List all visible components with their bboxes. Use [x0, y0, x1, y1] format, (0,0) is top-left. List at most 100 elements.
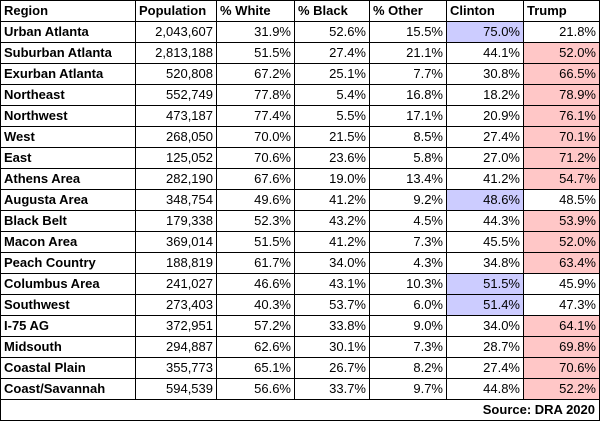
- header-population[interactable]: Population: [135, 0, 217, 22]
- cell-region[interactable]: Macon Area: [0, 231, 136, 253]
- cell-black[interactable]: 25.1%: [294, 63, 370, 85]
- cell-white[interactable]: 52.3%: [216, 210, 295, 232]
- cell-white[interactable]: 49.6%: [216, 189, 295, 211]
- cell-trump[interactable]: 21.8%: [523, 21, 600, 43]
- cell-black[interactable]: 53.7%: [294, 294, 370, 316]
- cell-region[interactable]: Black Belt: [0, 210, 136, 232]
- cell-clinton[interactable]: 44.3%: [446, 210, 524, 232]
- cell-other[interactable]: 4.3%: [369, 252, 447, 274]
- cell-trump[interactable]: 52.0%: [523, 42, 600, 64]
- cell-region[interactable]: I-75 AG: [0, 315, 136, 337]
- header-region[interactable]: Region: [0, 0, 136, 22]
- cell-black[interactable]: 21.5%: [294, 126, 370, 148]
- cell-black[interactable]: 5.4%: [294, 84, 370, 106]
- cell-other[interactable]: 8.5%: [369, 126, 447, 148]
- cell-population[interactable]: 369,014: [135, 231, 217, 253]
- cell-region[interactable]: Urban Atlanta: [0, 21, 136, 43]
- cell-black[interactable]: 33.8%: [294, 315, 370, 337]
- cell-region[interactable]: Coast/Savannah: [0, 378, 136, 400]
- cell-region[interactable]: West: [0, 126, 136, 148]
- cell-black[interactable]: 5.5%: [294, 105, 370, 127]
- cell-white[interactable]: 67.6%: [216, 168, 295, 190]
- cell-trump[interactable]: 47.3%: [523, 294, 600, 316]
- cell-white[interactable]: 46.6%: [216, 273, 295, 295]
- cell-trump[interactable]: 52.2%: [523, 378, 600, 400]
- cell-white[interactable]: 56.6%: [216, 378, 295, 400]
- cell-other[interactable]: 7.7%: [369, 63, 447, 85]
- cell-trump[interactable]: 66.5%: [523, 63, 600, 85]
- cell-white[interactable]: 70.0%: [216, 126, 295, 148]
- cell-population[interactable]: 473,187: [135, 105, 217, 127]
- cell-region[interactable]: Northwest: [0, 105, 136, 127]
- cell-trump[interactable]: 63.4%: [523, 252, 600, 274]
- cell-black[interactable]: 34.0%: [294, 252, 370, 274]
- cell-trump[interactable]: 71.2%: [523, 147, 600, 169]
- cell-other[interactable]: 17.1%: [369, 105, 447, 127]
- cell-black[interactable]: 52.6%: [294, 21, 370, 43]
- cell-black[interactable]: 26.7%: [294, 357, 370, 379]
- cell-population[interactable]: 520,808: [135, 63, 217, 85]
- cell-other[interactable]: 9.7%: [369, 378, 447, 400]
- cell-other[interactable]: 4.5%: [369, 210, 447, 232]
- cell-clinton[interactable]: 34.8%: [446, 252, 524, 274]
- cell-other[interactable]: 7.3%: [369, 231, 447, 253]
- cell-white[interactable]: 67.2%: [216, 63, 295, 85]
- cell-clinton[interactable]: 28.7%: [446, 336, 524, 358]
- cell-white[interactable]: 31.9%: [216, 21, 295, 43]
- cell-trump[interactable]: 78.9%: [523, 84, 600, 106]
- cell-trump[interactable]: 48.5%: [523, 189, 600, 211]
- cell-clinton[interactable]: 27.4%: [446, 126, 524, 148]
- cell-region[interactable]: Exurban Atlanta: [0, 63, 136, 85]
- cell-other[interactable]: 8.2%: [369, 357, 447, 379]
- cell-region[interactable]: Augusta Area: [0, 189, 136, 211]
- cell-black[interactable]: 19.0%: [294, 168, 370, 190]
- cell-white[interactable]: 70.6%: [216, 147, 295, 169]
- cell-clinton[interactable]: 20.9%: [446, 105, 524, 127]
- cell-region[interactable]: Athens Area: [0, 168, 136, 190]
- cell-trump[interactable]: 69.8%: [523, 336, 600, 358]
- cell-trump[interactable]: 45.9%: [523, 273, 600, 295]
- cell-white[interactable]: 51.5%: [216, 231, 295, 253]
- cell-white[interactable]: 77.4%: [216, 105, 295, 127]
- cell-population[interactable]: 125,052: [135, 147, 217, 169]
- cell-population[interactable]: 273,403: [135, 294, 217, 316]
- cell-white[interactable]: 77.8%: [216, 84, 295, 106]
- cell-black[interactable]: 27.4%: [294, 42, 370, 64]
- cell-black[interactable]: 41.2%: [294, 189, 370, 211]
- cell-region[interactable]: Northeast: [0, 84, 136, 106]
- cell-trump[interactable]: 70.1%: [523, 126, 600, 148]
- cell-region[interactable]: Peach Country: [0, 252, 136, 274]
- cell-population[interactable]: 179,338: [135, 210, 217, 232]
- cell-trump[interactable]: 70.6%: [523, 357, 600, 379]
- cell-region[interactable]: Southwest: [0, 294, 136, 316]
- header-trump[interactable]: Trump: [523, 0, 600, 22]
- header-black[interactable]: % Black: [294, 0, 370, 22]
- cell-clinton[interactable]: 45.5%: [446, 231, 524, 253]
- cell-clinton[interactable]: 34.0%: [446, 315, 524, 337]
- cell-clinton[interactable]: 51.4%: [446, 294, 524, 316]
- cell-region[interactable]: East: [0, 147, 136, 169]
- cell-other[interactable]: 9.2%: [369, 189, 447, 211]
- cell-clinton[interactable]: 51.5%: [446, 273, 524, 295]
- cell-white[interactable]: 57.2%: [216, 315, 295, 337]
- cell-clinton[interactable]: 18.2%: [446, 84, 524, 106]
- cell-population[interactable]: 594,539: [135, 378, 217, 400]
- cell-white[interactable]: 65.1%: [216, 357, 295, 379]
- cell-population[interactable]: 348,754: [135, 189, 217, 211]
- cell-trump[interactable]: 53.9%: [523, 210, 600, 232]
- cell-other[interactable]: 9.0%: [369, 315, 447, 337]
- cell-black[interactable]: 41.2%: [294, 231, 370, 253]
- cell-other[interactable]: 21.1%: [369, 42, 447, 64]
- cell-population[interactable]: 552,749: [135, 84, 217, 106]
- cell-other[interactable]: 6.0%: [369, 294, 447, 316]
- cell-other[interactable]: 7.3%: [369, 336, 447, 358]
- cell-other[interactable]: 16.8%: [369, 84, 447, 106]
- cell-region[interactable]: Coastal Plain: [0, 357, 136, 379]
- cell-region[interactable]: Columbus Area: [0, 273, 136, 295]
- cell-clinton[interactable]: 41.2%: [446, 168, 524, 190]
- cell-trump[interactable]: 52.0%: [523, 231, 600, 253]
- cell-trump[interactable]: 76.1%: [523, 105, 600, 127]
- cell-population[interactable]: 2,043,607: [135, 21, 217, 43]
- cell-trump[interactable]: 64.1%: [523, 315, 600, 337]
- cell-population[interactable]: 188,819: [135, 252, 217, 274]
